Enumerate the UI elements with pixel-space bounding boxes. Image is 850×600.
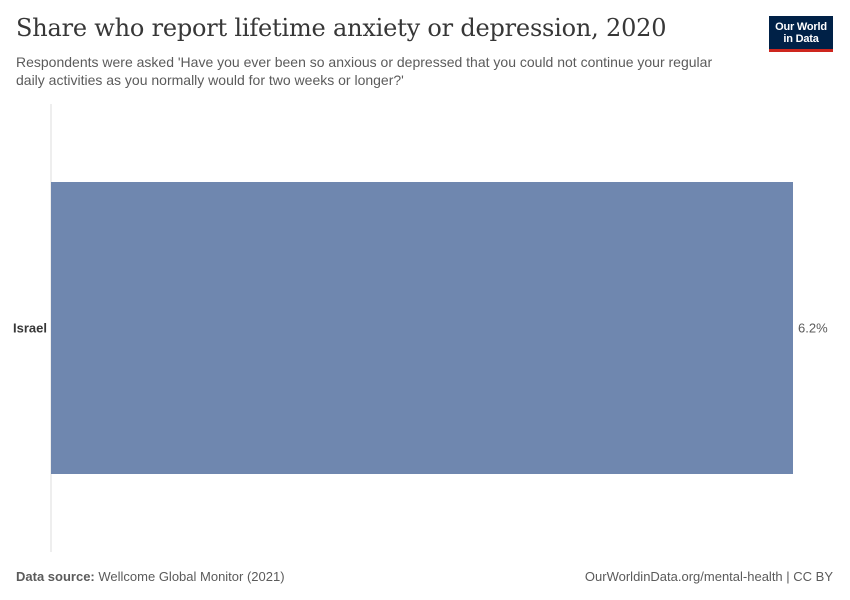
owid-logo[interactable]: Our World in Data — [769, 16, 833, 52]
category-label: Israel — [13, 321, 47, 336]
chart-title: Share who report lifetime anxiety or dep… — [16, 14, 667, 42]
value-label: 6.2% — [798, 321, 828, 336]
data-source-label: Data source: — [16, 569, 95, 584]
logo-line-2: in Data — [783, 32, 819, 45]
footer-url[interactable]: OurWorldinData.org/mental-health | CC BY — [584, 569, 833, 584]
bar-israel — [51, 182, 793, 474]
data-source-text[interactable]: Wellcome Global Monitor (2021) — [98, 569, 285, 584]
data-source: Data source: Wellcome Global Monitor (20… — [16, 569, 285, 584]
chart-subtitle: Respondents were asked 'Have you ever be… — [16, 54, 713, 88]
logo-line-1: Our World — [775, 20, 827, 33]
